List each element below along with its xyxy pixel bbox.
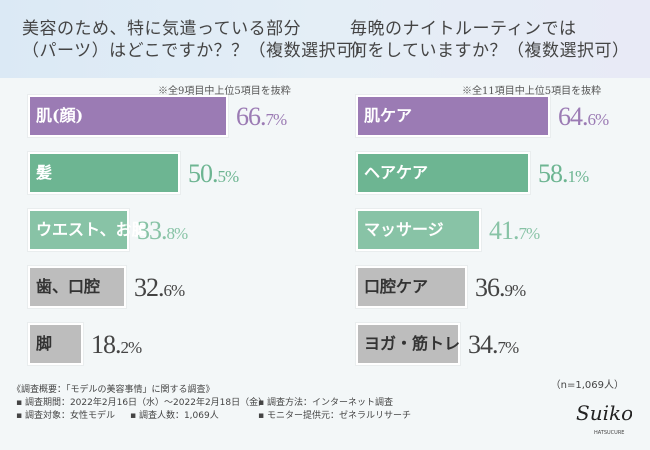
survey-period: ▪ 調査期間：2022年2月16日（水）〜2022年2月18日（金） xyxy=(16,398,268,408)
right-bar-value: 64.6% xyxy=(558,102,609,131)
sample-size-label: （n=1,069人） xyxy=(550,380,624,391)
left-bar-value: 50.5% xyxy=(188,159,239,188)
right-chart-title: 毎晩のナイトルーティンでは 何をしていますか？（複数選択可） xyxy=(350,19,630,61)
right-bar-value: 36.9% xyxy=(475,273,526,302)
right-bar-label: マッサージ xyxy=(364,220,444,239)
left-bar-label: 脚 xyxy=(36,334,53,353)
left-bar-value: 66.7% xyxy=(236,102,287,131)
left-bar-value: 18.2% xyxy=(91,330,142,359)
left-chart-title: 美容のため、特に気遣っている部分 （パーツ）はどこですか？？（複数選択可） xyxy=(22,19,372,61)
left-bar-label: 肌(顔) xyxy=(36,106,84,125)
right-bar xyxy=(356,266,467,308)
right-chart-note: ※全11項目中上位5項目を抜粋 xyxy=(462,86,602,97)
left-bar-value: 33.8% xyxy=(137,216,188,245)
right-bar-label: 口腔ケア xyxy=(364,277,429,296)
survey-target: ▪ 調査対象：女性モデル xyxy=(16,411,115,421)
left-bar xyxy=(28,209,129,251)
logo-subtext: HATSUCURE xyxy=(594,430,624,436)
survey-heading: 《調査概要：「モデルの美容事情」に関する調査》 xyxy=(12,385,215,395)
right-bar xyxy=(356,152,530,194)
left-bar xyxy=(28,266,126,308)
right-bar-label: ヨガ・筋トレ xyxy=(364,334,461,353)
left-bar-chart: 肌(顔) 66.7% 髪 50.5% ウエスト、お腹 33.8% 歯、口腔 32.6% 脚 18.… xyxy=(28,95,328,375)
right-bar-chart: 肌ケア 64.6% ヘアケア 58.1% マッサージ 41.7% 口腔ケア 36.9% ヨガ・筋… xyxy=(356,95,650,375)
left-bar-label: 歯、口腔 xyxy=(36,277,101,296)
right-bar xyxy=(356,323,460,365)
right-bar-value: 58.1% xyxy=(538,159,589,188)
right-bar-value: 41.7% xyxy=(489,216,540,245)
left-bar-value: 32.6% xyxy=(134,273,185,302)
right-bar-label: ヘアケア xyxy=(364,163,429,182)
left-bar xyxy=(28,323,83,365)
right-bar xyxy=(356,209,481,251)
left-bar-label: 髪 xyxy=(36,163,53,182)
right-bar-value: 34.7% xyxy=(468,330,519,359)
right-bar xyxy=(356,95,550,137)
survey-method: ▪ 調査方法：インターネット調査 xyxy=(258,398,393,408)
left-bar xyxy=(28,95,228,137)
suiko-logo: Suiko HATSUCURE xyxy=(576,401,632,436)
survey-provider: ▪ モニター提供元：ゼネラルリサーチ xyxy=(258,411,411,421)
left-bar-label: ウエスト、お腹 xyxy=(36,220,148,239)
left-chart-note: ※全9項目中上位5項目を抜粋 xyxy=(158,86,291,97)
left-bar xyxy=(28,152,180,194)
header-band xyxy=(0,0,650,78)
logo-text: Suiko xyxy=(576,401,632,425)
right-bar-label: 肌ケア xyxy=(364,106,413,125)
survey-count: ▪ 調査人数：1,069人 xyxy=(130,411,219,421)
